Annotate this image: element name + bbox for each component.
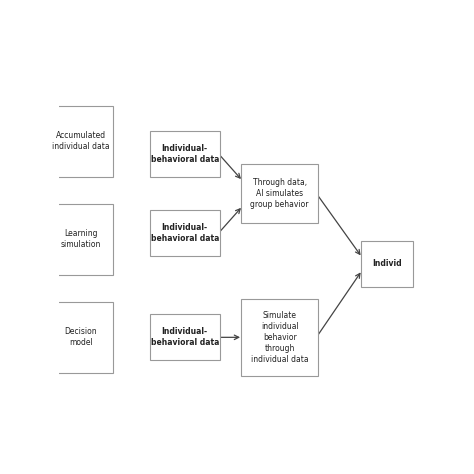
- FancyBboxPatch shape: [150, 131, 220, 177]
- FancyBboxPatch shape: [150, 210, 220, 256]
- FancyBboxPatch shape: [150, 314, 220, 360]
- FancyBboxPatch shape: [241, 164, 318, 222]
- Text: Learning
simulation: Learning simulation: [61, 229, 101, 249]
- Text: Through data,
AI simulates
group behavior: Through data, AI simulates group behavio…: [250, 178, 309, 209]
- Text: Simulate
individual
behavior
through
individual data: Simulate individual behavior through ind…: [251, 310, 309, 364]
- FancyBboxPatch shape: [48, 106, 113, 177]
- FancyBboxPatch shape: [361, 241, 413, 287]
- Text: Individ: Individ: [372, 259, 401, 268]
- Text: Accumulated
individual data: Accumulated individual data: [52, 131, 109, 152]
- FancyBboxPatch shape: [241, 299, 318, 375]
- FancyBboxPatch shape: [48, 302, 113, 373]
- Text: Individual-
behavioral data: Individual- behavioral data: [151, 327, 219, 347]
- Text: Individual-
behavioral data: Individual- behavioral data: [151, 144, 219, 164]
- FancyBboxPatch shape: [48, 204, 113, 274]
- Text: Decision
model: Decision model: [64, 327, 97, 347]
- Text: Individual-
behavioral data: Individual- behavioral data: [151, 223, 219, 243]
